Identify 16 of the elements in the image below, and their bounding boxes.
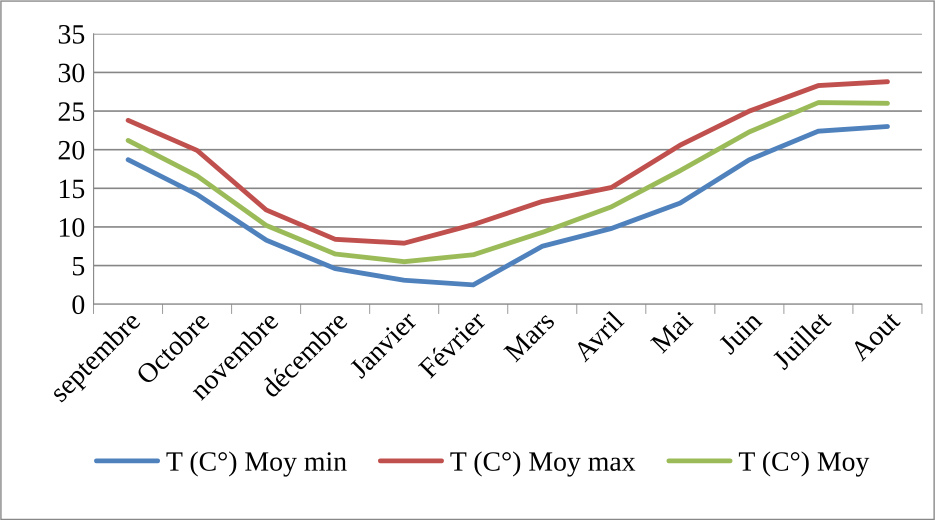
y-tick-label: 35 [58, 25, 84, 44]
y-tick-label: 15 [60, 180, 84, 198]
legend-label: T (C°) Moy min [166, 451, 347, 477]
y-tick-label: 0 [72, 295, 84, 314]
line-series [126, 100, 890, 264]
line-series [126, 79, 890, 246]
x-tick-label: Juin [718, 310, 763, 356]
legend-label: T (C°) Moy [738, 451, 870, 477]
legend-label: T (C°) Moy max [450, 451, 636, 477]
line-series [126, 124, 890, 288]
y-tick-label: 5 [72, 257, 84, 276]
x-tick-label: Mai [650, 310, 694, 354]
y-tick-label: 30 [58, 64, 84, 82]
y-tick-label: 25 [58, 102, 84, 121]
y-tick-label: 10 [60, 218, 84, 237]
y-tick-label: 20 [58, 140, 84, 160]
